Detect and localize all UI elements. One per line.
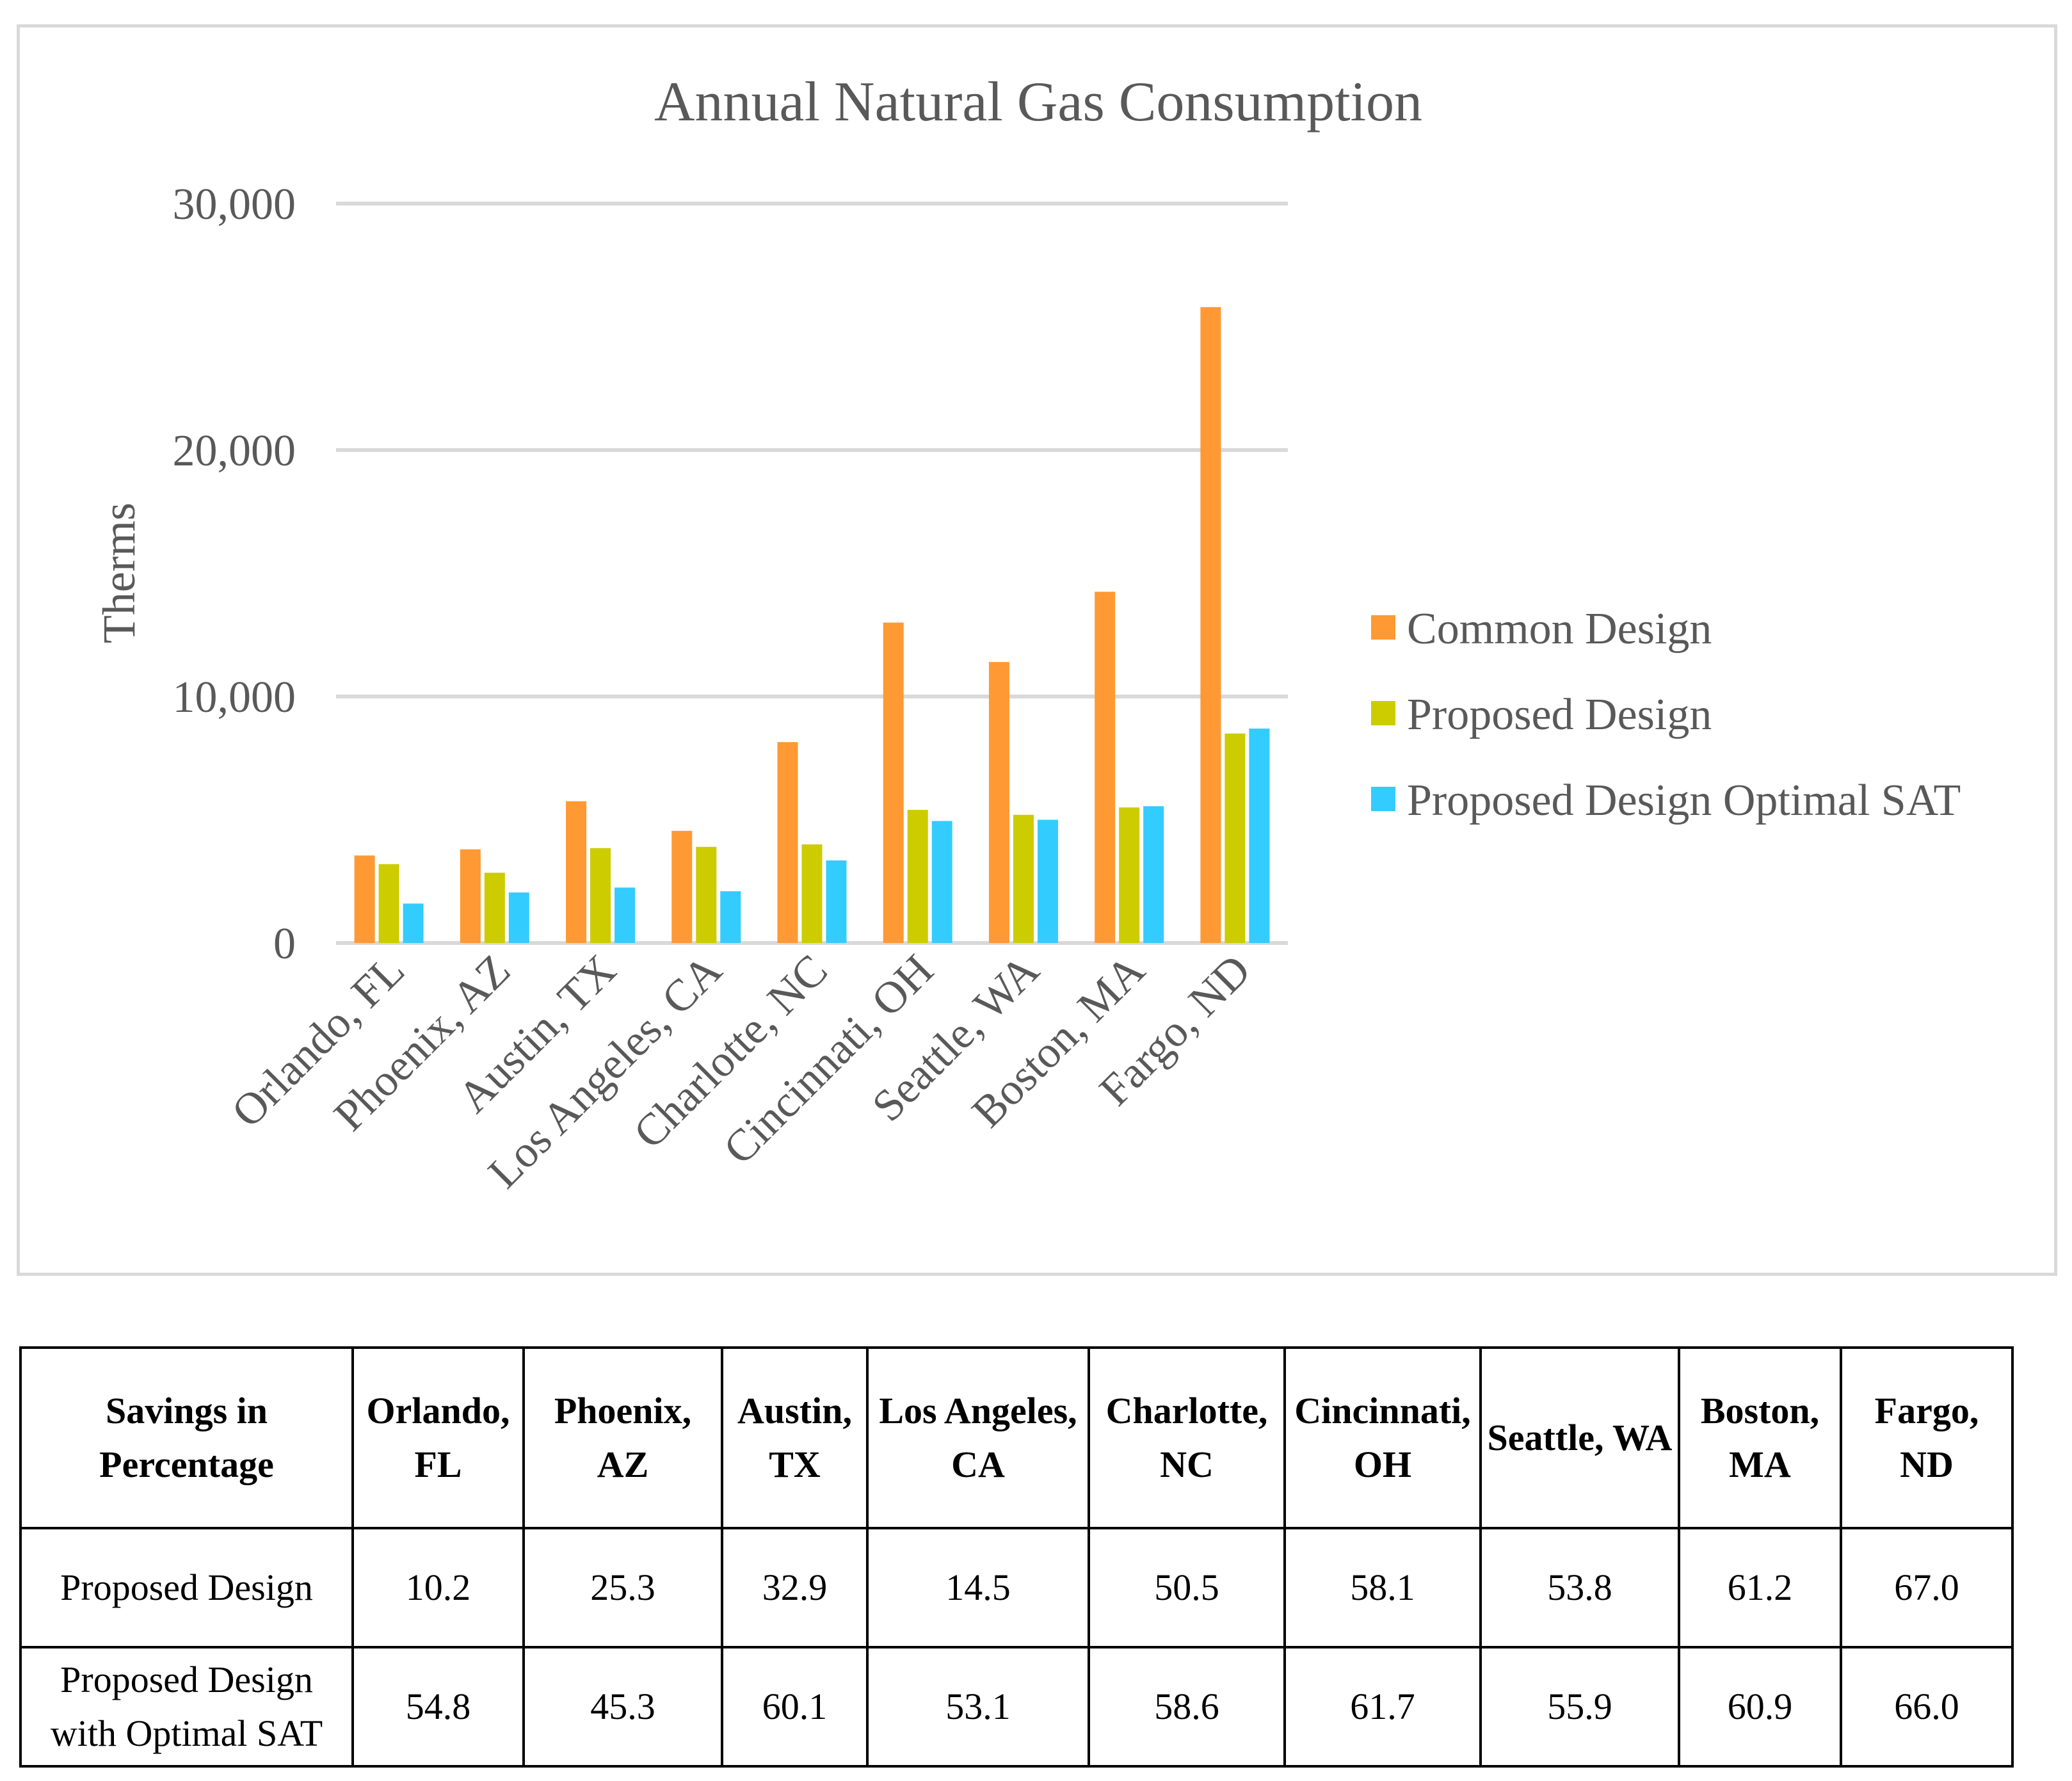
bar <box>826 860 847 943</box>
table-cell: 60.1 <box>721 1646 869 1768</box>
table-column-header: Austin, TX <box>721 1346 869 1529</box>
bar <box>378 864 399 943</box>
table-cell: 58.1 <box>1283 1527 1482 1648</box>
y-axis-label: Therms <box>93 503 145 643</box>
table-column-header: Phoenix, AZ <box>522 1346 723 1529</box>
table-column-header: Charlotte, NC <box>1088 1346 1286 1529</box>
table-cell: 61.7 <box>1283 1646 1482 1768</box>
bar <box>907 810 928 943</box>
chart-title: Annual Natural Gas Consumption <box>654 71 1422 133</box>
bar <box>696 846 717 943</box>
table-cell: 60.9 <box>1678 1646 1842 1768</box>
bar <box>590 848 611 943</box>
bar <box>988 662 1009 943</box>
savings-table: Savings in Percentage Orlando, FL Phoenix… <box>19 1346 2014 1768</box>
bar <box>671 830 693 943</box>
table-cell: 53.1 <box>866 1646 1090 1768</box>
bar <box>354 855 375 943</box>
table-corner-header: Savings in Percentage <box>19 1346 354 1529</box>
table-row-label: Proposed Design <box>19 1527 354 1648</box>
bar <box>484 873 505 943</box>
y-axis-ticks: 0 10,000 20,000 30,000 <box>173 180 296 969</box>
table-cell: 58.6 <box>1088 1646 1286 1768</box>
bar <box>1249 729 1270 943</box>
bar <box>1143 806 1164 943</box>
y-tick-label: 30,000 <box>173 180 296 229</box>
table-cell: 14.5 <box>866 1527 1090 1648</box>
y-tick-label: 20,000 <box>173 426 296 476</box>
bar <box>566 801 587 943</box>
bar <box>777 742 798 943</box>
y-tick-label: 0 <box>273 919 296 969</box>
table-cell: 54.8 <box>351 1646 525 1768</box>
bar <box>883 622 904 943</box>
bar <box>801 844 823 943</box>
bar-chart: Annual Natural Gas Consumption Therms 0 1… <box>93 71 1961 1198</box>
legend: Common Design Proposed Design Proposed Des… <box>1371 604 1961 825</box>
table-cell: 61.2 <box>1678 1527 1842 1648</box>
legend-label: Common Design <box>1407 604 1712 654</box>
table-row: Proposed Design with Optimal SAT 54.8 45.3… <box>19 1646 2014 1768</box>
legend-label: Proposed Design Optimal SAT <box>1407 776 1961 825</box>
bar <box>1037 819 1058 943</box>
table-column-header: Los Angeles, CA <box>866 1346 1090 1529</box>
bar <box>720 891 741 943</box>
table-cell: 67.0 <box>1840 1527 2014 1648</box>
table-cell: 10.2 <box>351 1527 525 1648</box>
table-cell: 55.9 <box>1479 1646 1680 1768</box>
table-column-header: Fargo, ND <box>1840 1346 2014 1529</box>
table-cell: 32.9 <box>721 1527 869 1648</box>
table-column-header: Orlando, FL <box>351 1346 525 1529</box>
table-row-label: Proposed Design with Optimal SAT <box>19 1646 354 1768</box>
table-column-header: Cincinnati, OH <box>1283 1346 1482 1529</box>
table-cell: 45.3 <box>522 1646 723 1768</box>
legend-swatch <box>1371 701 1395 725</box>
bars <box>354 307 1270 943</box>
table-column-header: Boston, MA <box>1678 1346 1842 1529</box>
bar <box>1119 807 1140 943</box>
bar <box>460 849 481 943</box>
legend-swatch <box>1371 615 1395 640</box>
bar <box>1095 592 1116 943</box>
bar <box>1225 733 1246 943</box>
table-header-row: Savings in Percentage Orlando, FL Phoenix… <box>19 1346 2014 1529</box>
bar <box>614 887 636 943</box>
table-cell: 25.3 <box>522 1527 723 1648</box>
legend-label: Proposed Design <box>1407 690 1712 739</box>
y-tick-label: 10,000 <box>173 673 296 722</box>
bar <box>403 903 424 943</box>
bar <box>1200 307 1221 943</box>
table-cell: 50.5 <box>1088 1527 1286 1648</box>
table-cell: 53.8 <box>1479 1527 1680 1648</box>
legend-swatch <box>1371 787 1395 811</box>
table-cell: 66.0 <box>1840 1646 2014 1768</box>
bar <box>1013 814 1034 943</box>
table-row: Proposed Design 10.2 25.3 32.9 14.5 50.5 58.1 5… <box>19 1527 2014 1648</box>
bar <box>508 892 529 943</box>
table-column-header: Seattle, WA <box>1479 1346 1680 1529</box>
chart-frame <box>17 24 2057 1276</box>
bar <box>931 821 952 943</box>
